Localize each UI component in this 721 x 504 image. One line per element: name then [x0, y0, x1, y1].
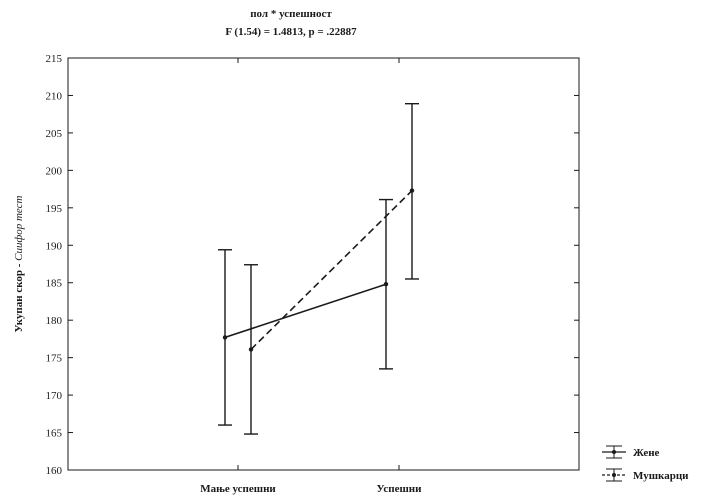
y-tick-label: 180 — [46, 315, 63, 327]
legend-label: Жене — [633, 447, 660, 459]
legend: Жене Мушкарци — [602, 445, 689, 482]
y-tick-label: 165 — [46, 428, 63, 440]
x-category-label: Мање успешни — [200, 483, 276, 495]
y-tick-label: 190 — [46, 240, 63, 252]
mean-point — [409, 188, 415, 193]
legend-marker — [612, 450, 616, 454]
x-category-label: Успешни — [377, 483, 423, 495]
chart-title: пол * успешност — [250, 8, 332, 20]
chart-subtitle: F (1.54) = 1.4813, p = .22887 — [225, 26, 357, 38]
y-tick-label: 195 — [46, 203, 63, 215]
series-1 — [218, 198, 393, 426]
y-axis-label-main: Укупан скор - — [13, 261, 25, 333]
y-axis-label-italic: Сиифор тест — [13, 195, 25, 260]
series-2 — [244, 102, 419, 435]
x-axis: Мање успешни Успешни — [200, 58, 422, 495]
mean-point — [222, 335, 228, 340]
legend-marker — [612, 473, 616, 477]
y-tick-label: 200 — [46, 165, 63, 177]
series-line — [250, 190, 413, 350]
legend-label: Мушкарци — [633, 470, 689, 482]
y-tick-label: 210 — [46, 90, 63, 102]
y-tick-label: 160 — [46, 465, 63, 477]
plot-frame — [67, 57, 580, 471]
y-tick-label: 170 — [46, 390, 63, 402]
mean-point — [248, 347, 254, 352]
y-axis: 160 165 170 175 180 185 190 195 200 205 210 215 — [46, 53, 579, 477]
y-tick-label: 205 — [46, 128, 63, 140]
y-axis-label: Укупан скор - Сиифор тест — [13, 195, 25, 332]
y-tick-label: 185 — [46, 278, 63, 290]
series-layer — [218, 102, 419, 435]
y-tick-label: 175 — [46, 353, 63, 365]
mean-point — [383, 282, 389, 287]
y-tick-label: 215 — [46, 53, 63, 65]
series-line — [224, 283, 387, 339]
